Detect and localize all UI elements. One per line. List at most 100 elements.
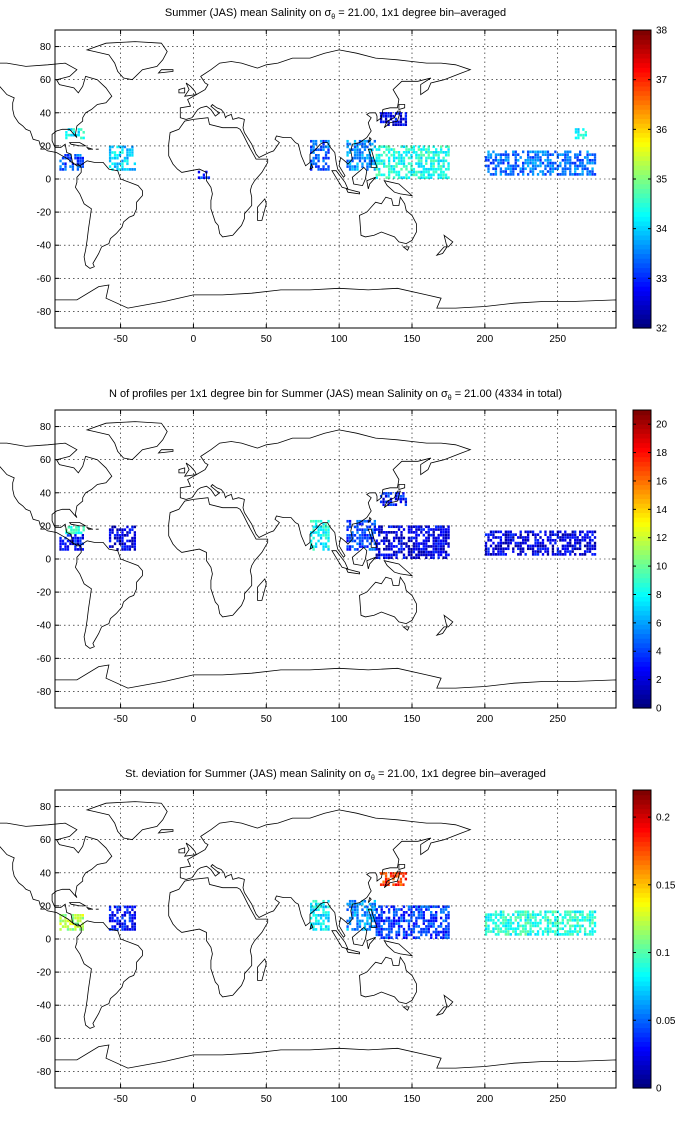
- data-cell: [514, 916, 517, 919]
- coastline: [435, 614, 454, 636]
- data-cell: [389, 500, 393, 504]
- data-cell: [417, 176, 421, 179]
- x-tick-label: 50: [261, 334, 273, 345]
- data-cell: [539, 161, 542, 165]
- data-cell: [497, 530, 500, 534]
- data-cell: [432, 173, 435, 177]
- data-cell: [64, 925, 67, 928]
- data-cell: [487, 538, 490, 542]
- data-cell: [417, 905, 421, 909]
- x-tick-label: 0: [191, 1094, 197, 1105]
- data-cell: [366, 156, 369, 160]
- data-cell: [375, 167, 378, 171]
- colorbar-segment: [633, 633, 651, 639]
- data-cell: [586, 536, 589, 539]
- data-cell: [427, 145, 430, 149]
- data-cell: [404, 500, 408, 504]
- data-cell: [387, 151, 391, 154]
- data-cell: [549, 167, 552, 171]
- data-cell: [439, 925, 443, 928]
- colorbar-tick-label: 16: [656, 476, 668, 487]
- data-cell: [569, 156, 572, 159]
- y-tick-label: 20: [40, 521, 52, 532]
- data-cell: [400, 545, 403, 548]
- data-cell: [507, 927, 510, 931]
- data-cell: [499, 544, 503, 548]
- colorbar-segment: [633, 873, 651, 880]
- data-cell: [387, 880, 390, 884]
- data-cell: [430, 911, 433, 914]
- data-cell: [534, 167, 537, 171]
- data-cell: [432, 556, 435, 559]
- data-cell: [387, 922, 391, 925]
- data-cell: [361, 519, 364, 523]
- data-cell: [581, 918, 584, 922]
- data-cell: [529, 167, 532, 171]
- colorbar-segment: [633, 586, 651, 593]
- colorbar-segment: [633, 258, 651, 264]
- data-cell: [353, 539, 357, 543]
- data-cell: [356, 162, 359, 166]
- colorbar-segment: [633, 169, 651, 175]
- data-cell: [541, 541, 545, 545]
- data-cell: [65, 531, 68, 535]
- data-cell: [430, 936, 433, 939]
- data-cell: [71, 916, 75, 920]
- data-cell: [578, 153, 582, 156]
- data-cell: [310, 905, 313, 909]
- data-cell: [375, 556, 378, 559]
- data-cell: [371, 528, 374, 532]
- data-cell: [430, 151, 433, 154]
- data-cell: [437, 528, 440, 531]
- data-cell: [113, 534, 117, 537]
- data-cell: [593, 541, 597, 545]
- data-cell: [378, 553, 381, 557]
- data-cell: [356, 905, 359, 909]
- data-cell: [569, 933, 572, 936]
- data-cell: [371, 902, 374, 906]
- data-cell: [76, 165, 80, 168]
- data-cell: [392, 165, 396, 168]
- data-cell: [378, 916, 381, 920]
- data-cell: [395, 162, 398, 165]
- data-cell: [489, 553, 493, 556]
- data-cell: [593, 553, 597, 556]
- data-cell: [439, 911, 443, 914]
- data-cell: [310, 531, 313, 534]
- data-cell: [593, 930, 597, 933]
- colorbar-tick-label: 20: [656, 420, 668, 431]
- colorbar-segment: [633, 680, 651, 686]
- data-cell: [77, 130, 80, 134]
- data-cell: [512, 164, 515, 168]
- data-cell: [371, 905, 374, 909]
- data-region: [375, 905, 450, 939]
- data-cell: [407, 176, 411, 179]
- data-cell: [407, 525, 411, 529]
- data-cell: [407, 922, 411, 925]
- data-cell: [489, 173, 493, 176]
- data-cell: [531, 544, 535, 548]
- data-cell: [422, 927, 425, 931]
- data-cell: [379, 494, 383, 498]
- data-cell: [504, 541, 508, 545]
- data-cell: [322, 919, 325, 923]
- data-cell: [529, 544, 532, 548]
- data-cell: [59, 928, 62, 931]
- data-cell: [118, 534, 122, 537]
- data-cell: [524, 541, 527, 545]
- data-cell: [410, 173, 413, 177]
- data-cell: [519, 913, 522, 916]
- data-cell: [312, 142, 315, 146]
- data-cell: [314, 519, 318, 523]
- data-cell: [407, 536, 411, 540]
- data-cell: [427, 176, 430, 179]
- data-cell: [502, 924, 505, 928]
- coastline: [168, 877, 269, 998]
- data-cell: [356, 156, 359, 160]
- data-cell: [358, 925, 362, 928]
- coastline: [168, 497, 269, 618]
- data-cell: [578, 910, 582, 914]
- data-cell: [363, 148, 367, 152]
- data-cell: [531, 910, 535, 914]
